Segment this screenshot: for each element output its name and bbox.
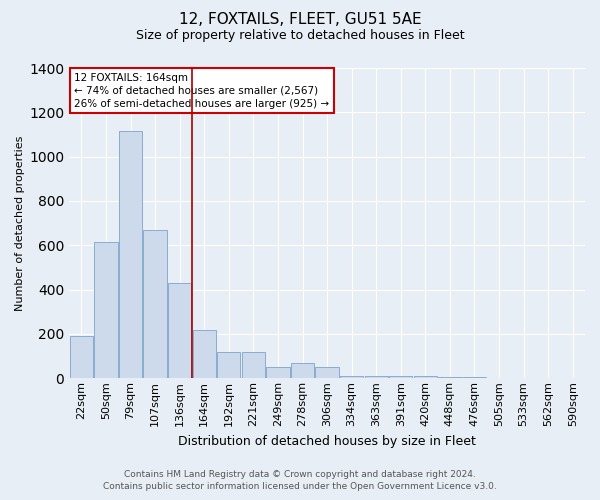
Bar (340, 376, 364, 378)
Bar (291, 363, 314, 378)
Bar (389, 376, 412, 378)
Text: Contains HM Land Registry data © Crown copyright and database right 2024.
Contai: Contains HM Land Registry data © Crown c… (103, 470, 497, 491)
Bar (463, 377, 486, 378)
Text: 12 FOXTAILS: 164sqm
← 74% of detached houses are smaller (2,567)
26% of semi-det: 12 FOXTAILS: 164sqm ← 74% of detached ho… (74, 72, 329, 109)
Bar (70, 336, 93, 378)
X-axis label: Distribution of detached houses by size in Fleet: Distribution of detached houses by size … (178, 434, 476, 448)
Bar (119, 131, 142, 378)
Bar (217, 352, 241, 378)
Bar (438, 377, 461, 378)
Y-axis label: Number of detached properties: Number of detached properties (15, 136, 25, 311)
Bar (365, 376, 388, 378)
Bar (94, 242, 118, 378)
Text: Size of property relative to detached houses in Fleet: Size of property relative to detached ho… (136, 29, 464, 42)
Bar (193, 330, 216, 378)
Bar (242, 352, 265, 378)
Bar (266, 367, 290, 378)
Bar (316, 367, 339, 378)
Text: 12, FOXTAILS, FLEET, GU51 5AE: 12, FOXTAILS, FLEET, GU51 5AE (179, 12, 421, 28)
Bar (143, 230, 167, 378)
Bar (413, 376, 437, 378)
Bar (168, 283, 191, 378)
